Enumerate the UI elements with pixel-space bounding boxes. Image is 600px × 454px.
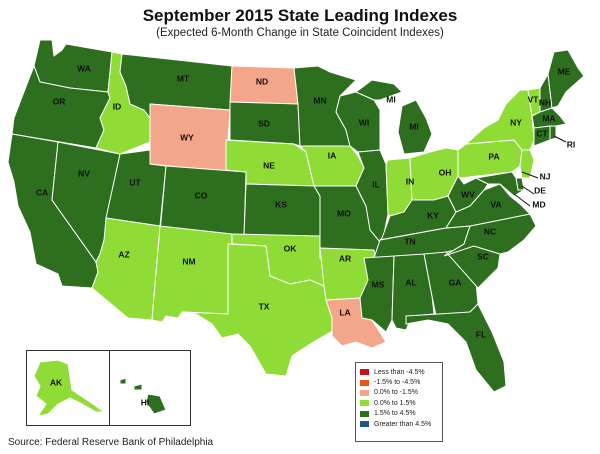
label-mi: MI — [409, 121, 418, 131]
legend-item-1: Less than -4.5% — [360, 367, 438, 377]
legend-item-6: Greater than 4.5% — [360, 419, 438, 429]
label-ny: NY — [510, 117, 522, 127]
legend-item-2: -1.5% to -4.5% — [360, 377, 438, 387]
label-ut: UT — [129, 177, 141, 187]
state-fl[interactable] — [405, 303, 507, 393]
label-mn: MN — [313, 95, 326, 105]
label-va: VA — [490, 199, 501, 209]
de-leader-line — [521, 185, 535, 195]
legend-label-4: 0.0% to 1.5% — [374, 399, 416, 407]
label-wa: WA — [77, 63, 91, 73]
state-ks[interactable] — [243, 183, 321, 237]
label-ct: CT — [536, 128, 548, 138]
label-tx: TX — [259, 301, 270, 311]
legend-item-3: 0.0% to -1.5% — [360, 388, 438, 398]
label-ms: MS — [372, 279, 385, 289]
label-vt: VT — [528, 94, 540, 104]
state-nj[interactable] — [519, 149, 535, 179]
state-nc[interactable] — [443, 213, 537, 257]
label-ks: KS — [275, 199, 287, 209]
label-nd: ND — [256, 76, 268, 86]
label-il: IL — [372, 179, 380, 189]
state-mi[interactable] — [355, 79, 433, 155]
label-ia: IA — [328, 150, 337, 160]
label-in: IN — [406, 176, 415, 186]
label-oh: OH — [439, 167, 452, 177]
legend-item-5: 1.5% to 4.5% — [360, 409, 438, 419]
legend-label-5: 1.5% to 4.5% — [374, 410, 416, 418]
state-sd[interactable] — [229, 101, 301, 147]
legend-swatch-6 — [360, 421, 369, 428]
state-nm[interactable] — [151, 225, 233, 323]
label-tn: TN — [404, 236, 415, 246]
legend-swatch-1 — [360, 369, 369, 376]
label-sd: SD — [258, 118, 270, 128]
label-az: AZ — [118, 249, 129, 259]
label-fl: FL — [476, 329, 486, 339]
label-ak: AK — [50, 377, 63, 387]
label-la: LA — [339, 307, 350, 317]
label-mi-upper: MI — [386, 94, 395, 104]
label-md: MD — [532, 199, 545, 209]
label-me: ME — [558, 66, 571, 76]
ri-leader-line — [553, 135, 567, 143]
inset-divider — [109, 351, 110, 425]
state-me[interactable] — [547, 49, 585, 109]
label-ca: CA — [36, 187, 48, 197]
label-id: ID — [113, 101, 122, 111]
label-nj: NJ — [540, 171, 551, 181]
label-ne: NE — [263, 160, 275, 170]
label-ar: AR — [339, 253, 351, 263]
label-ma: MA — [542, 113, 555, 123]
nj-leader-line — [521, 171, 539, 179]
label-wv: WV — [461, 189, 475, 199]
label-wy: WY — [180, 132, 194, 142]
label-co: CO — [195, 190, 208, 200]
label-nh: NH — [539, 97, 551, 107]
label-nm: NM — [182, 256, 195, 266]
label-mt: MT — [177, 73, 190, 83]
state-hi[interactable] — [119, 377, 167, 415]
label-de: DE — [534, 185, 546, 195]
label-ky: KY — [427, 210, 439, 220]
map-title: September 2015 State Leading Indexes — [142, 6, 458, 25]
legend-label-3: 0.0% to -1.5% — [374, 389, 418, 397]
label-ok: OK — [284, 243, 298, 253]
label-or: OR — [53, 96, 66, 106]
map-legend: Less than -4.5% -1.5% to -4.5% 0.0% to -… — [355, 362, 443, 442]
legend-swatch-2 — [360, 379, 369, 386]
legend-label-2: -1.5% to -4.5% — [374, 379, 421, 387]
source-note: Source: Federal Reserve Bank of Philadel… — [8, 437, 214, 448]
state-ak[interactable] — [33, 359, 106, 417]
label-ri: RI — [567, 139, 576, 149]
state-md[interactable] — [474, 171, 526, 197]
alaska-hawaii-inset-frame — [26, 350, 191, 426]
state-tx[interactable] — [181, 243, 335, 377]
legend-item-4: 0.0% to 1.5% — [360, 398, 438, 408]
label-wi: WI — [359, 117, 369, 127]
legend-label-6: Greater than 4.5% — [374, 420, 432, 428]
label-nc: NC — [484, 226, 496, 236]
state-ny[interactable] — [464, 89, 535, 151]
label-mo: MO — [337, 208, 351, 218]
legend-swatch-4 — [360, 400, 369, 407]
md-leader-line — [513, 193, 531, 207]
label-pa: PA — [488, 151, 499, 161]
map-subtitle: (Expected 6-Month Change in State Coinci… — [156, 27, 444, 39]
label-sc: SC — [477, 251, 489, 261]
legend-swatch-3 — [360, 389, 369, 396]
label-hi: HI — [141, 397, 150, 407]
legend-swatch-5 — [360, 410, 369, 417]
label-ga: GA — [449, 277, 462, 287]
legend-label-1: Less than -4.5% — [374, 368, 425, 376]
label-nv: NV — [78, 168, 90, 178]
label-al: AL — [405, 277, 416, 287]
state-ri[interactable] — [549, 125, 557, 141]
